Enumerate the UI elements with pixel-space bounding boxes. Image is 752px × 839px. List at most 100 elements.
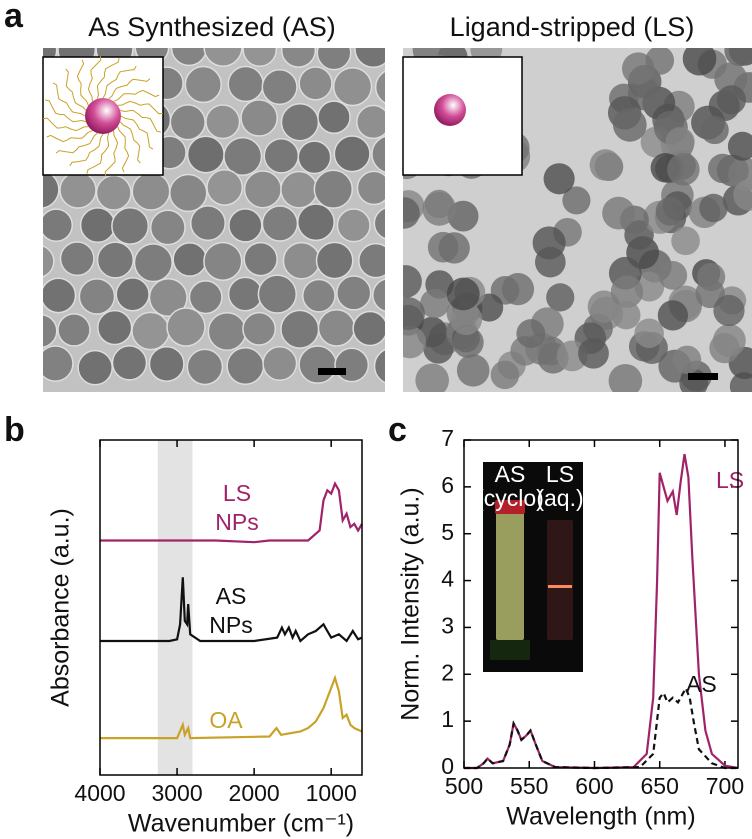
particle	[243, 170, 283, 209]
particle	[403, 325, 427, 359]
particle	[148, 345, 185, 382]
particle	[226, 347, 265, 386]
particle	[336, 275, 372, 311]
inset-label: (aq.)	[536, 485, 583, 511]
particle	[373, 207, 385, 240]
particle	[166, 307, 206, 347]
particle	[282, 241, 321, 280]
particle	[203, 241, 243, 281]
particle	[186, 348, 224, 386]
particle	[131, 171, 171, 211]
particle	[172, 242, 208, 277]
y-tick-label: 3	[441, 613, 454, 639]
particle	[699, 193, 728, 223]
particle	[242, 48, 278, 67]
particle	[43, 245, 55, 278]
particle	[403, 297, 425, 331]
particle	[316, 48, 352, 71]
particle	[608, 363, 643, 392]
scale-bar	[318, 368, 346, 375]
ligand	[108, 78, 151, 100]
particle	[415, 363, 449, 392]
x-tick-label: 650	[641, 773, 679, 799]
particle	[667, 153, 700, 186]
particle	[242, 311, 277, 346]
particle	[186, 135, 225, 174]
x-tick-label: 4000	[74, 780, 125, 806]
particle	[534, 246, 566, 278]
particle	[682, 48, 717, 76]
series-label: LS	[716, 467, 744, 493]
particle	[446, 277, 480, 311]
particle	[184, 65, 222, 104]
particle	[43, 277, 77, 314]
particle	[43, 314, 58, 348]
particle	[111, 345, 148, 381]
particle	[263, 138, 300, 174]
particle	[111, 206, 150, 245]
particle	[655, 197, 685, 226]
particle	[261, 68, 298, 106]
image-title: Ligand-stripped (LS)	[450, 12, 695, 42]
particle	[658, 261, 688, 290]
ligand	[96, 58, 120, 100]
inset	[42, 56, 164, 176]
particle	[403, 265, 422, 298]
x-tick-label: 1000	[306, 780, 357, 806]
ligand	[117, 126, 130, 173]
particle	[313, 169, 354, 209]
particle	[301, 278, 336, 313]
particle	[43, 345, 74, 382]
ligand	[119, 109, 161, 133]
annotation: LS	[223, 480, 251, 506]
photo-inset	[483, 462, 583, 672]
nanoparticle	[85, 98, 121, 134]
particle	[261, 205, 299, 242]
particle	[257, 274, 297, 314]
particle	[373, 348, 385, 384]
particle	[243, 241, 278, 277]
particle	[280, 170, 318, 209]
particle	[205, 104, 241, 140]
particle	[228, 208, 263, 243]
particle	[262, 345, 298, 382]
particle	[587, 290, 621, 323]
particle	[298, 345, 338, 384]
particle	[501, 273, 535, 306]
y-tick-label: 6	[441, 472, 454, 498]
particle	[223, 136, 263, 176]
particle	[317, 308, 356, 347]
plot-frame	[463, 439, 739, 769]
panel-label: a	[4, 0, 24, 35]
inset-label: AS	[495, 461, 526, 487]
ligand	[45, 99, 87, 123]
particle	[149, 209, 186, 246]
particle	[371, 135, 385, 173]
ligand	[87, 56, 102, 102]
particle	[665, 127, 695, 157]
particle	[59, 171, 97, 209]
ligand	[55, 132, 98, 154]
particle	[188, 280, 223, 315]
x-tick-label: 700	[706, 773, 744, 799]
particle	[207, 312, 247, 351]
particle	[352, 310, 385, 347]
annotation: OA	[209, 707, 243, 733]
particle	[298, 66, 333, 101]
particle	[59, 241, 95, 277]
y-tick-label: 1	[441, 706, 454, 732]
particle	[57, 313, 91, 347]
particle	[420, 288, 450, 319]
particle	[203, 48, 243, 67]
ligand	[117, 100, 163, 115]
ligand	[120, 115, 154, 150]
particle	[317, 100, 351, 135]
particle	[334, 347, 370, 383]
ligand	[43, 117, 89, 132]
x-axis-label: Wavenumber (cm⁻¹)	[128, 810, 354, 838]
x-tick-label: 500	[445, 773, 483, 799]
particle	[280, 309, 320, 349]
particle	[403, 197, 420, 229]
particle	[240, 99, 278, 137]
particle	[315, 241, 354, 280]
